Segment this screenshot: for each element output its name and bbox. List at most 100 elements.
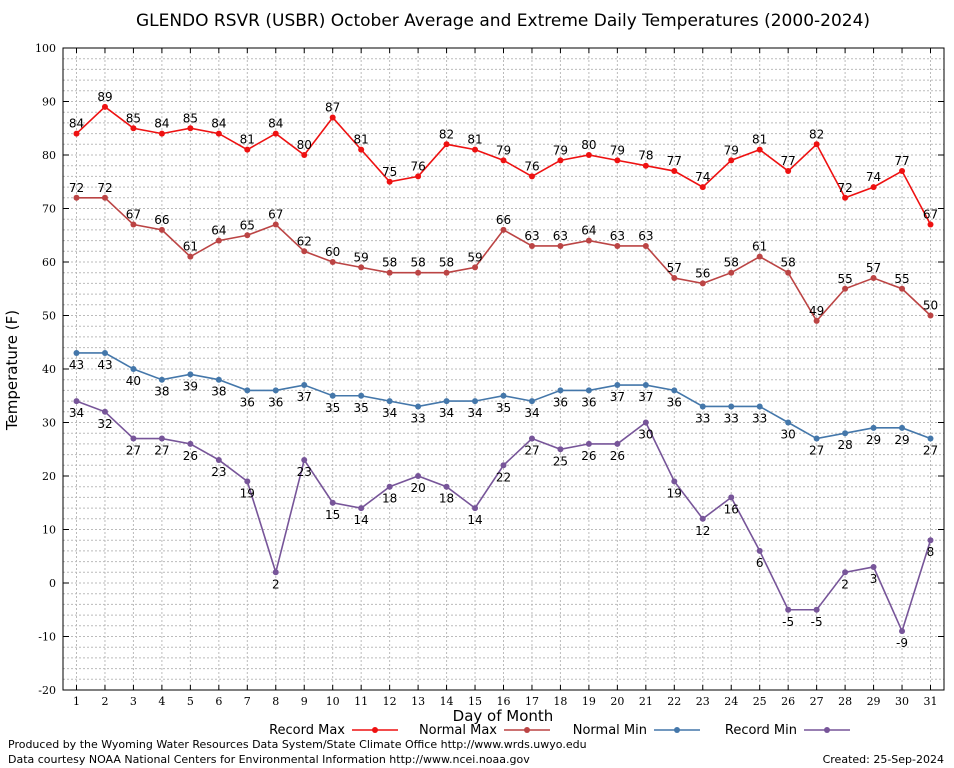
normal-max-point (101, 194, 108, 201)
normal-max-point (842, 285, 849, 292)
record-min-data-label: 3 (870, 572, 878, 586)
normal-max-data-label: 62 (297, 234, 312, 248)
normal-min-data-label: 40 (126, 374, 141, 388)
normal-max-data-label: 57 (866, 261, 881, 275)
normal-max-point (215, 237, 222, 244)
x-tick-label: 11 (354, 695, 368, 708)
normal-min-point (785, 419, 792, 426)
record-max-data-label: 84 (154, 117, 169, 131)
normal-min-data-label: 27 (809, 444, 824, 458)
record-max-data-label: 81 (354, 133, 369, 147)
normal-max-point (415, 269, 422, 276)
x-tick-label: 14 (440, 695, 454, 708)
record-max-point (415, 173, 422, 180)
x-tick-label: 7 (244, 695, 251, 708)
normal-min-point (130, 366, 137, 372)
record-min-point (215, 456, 222, 463)
normal-min-point (158, 376, 165, 383)
record-min-data-label: 27 (126, 444, 141, 458)
normal-min-data-label: 35 (496, 401, 511, 415)
x-tick-label: 22 (667, 695, 681, 708)
record-max-point (699, 184, 706, 191)
series-lines (73, 103, 934, 635)
record-min-data-label: 22 (496, 470, 511, 484)
record-max-data-label: 76 (410, 159, 425, 173)
record-max-data-label: 89 (97, 90, 112, 104)
normal-min-data-label: 37 (638, 390, 653, 404)
normal-min-point (187, 371, 194, 378)
record-min-data-label: 14 (467, 513, 482, 527)
normal-max-data-label: 61 (183, 240, 198, 254)
normal-max-data-label: 72 (69, 181, 84, 195)
record-min-data-label: 2 (841, 577, 849, 591)
normal-max-point (358, 264, 365, 271)
x-tick-label: 18 (553, 695, 567, 708)
normal-min-point (500, 392, 507, 399)
record-max-data-label: 75 (382, 165, 397, 179)
y-tick-label: -10 (38, 631, 56, 644)
record-min-data-label: -5 (811, 615, 823, 629)
record-min-point (528, 435, 535, 442)
x-tick-label: 4 (158, 695, 165, 708)
record-min-point (386, 483, 393, 490)
normal-max-point (500, 226, 507, 233)
record-min-data-label: 34 (69, 406, 84, 420)
normal-max-data-label: 63 (638, 229, 653, 243)
x-tick-label: 21 (639, 695, 653, 708)
x-tick-label: 3 (130, 695, 137, 708)
record-max-point (785, 168, 792, 175)
normal-min-data-label: 43 (97, 358, 112, 372)
x-tick-label: 19 (582, 695, 596, 708)
record-max-point (101, 103, 108, 110)
normal-max-data-label: 55 (837, 272, 852, 286)
normal-min-data-label: 33 (724, 411, 739, 425)
record-min-data-label: 18 (382, 492, 397, 506)
record-max-data-label: 80 (297, 138, 312, 152)
normal-max-data-label: 59 (467, 250, 482, 264)
normal-min-point (472, 398, 479, 405)
record-min-data-label: 26 (183, 449, 198, 463)
record-max-point (585, 152, 592, 158)
normal-min-point (642, 382, 649, 389)
record-max-data-label: 84 (69, 117, 84, 131)
normal-min-point (301, 382, 308, 389)
normal-max-point (813, 317, 820, 324)
record-max-data-label: 77 (667, 154, 682, 168)
record-min-legend-label: Record Min (725, 723, 797, 738)
record-max-data-label: 87 (325, 101, 340, 115)
record-max-point (272, 130, 279, 137)
normal-min-legend-marker (674, 727, 680, 733)
record-min-data-label: 12 (695, 524, 710, 538)
normal-max-point (272, 221, 279, 228)
record-max-data-label: 84 (211, 117, 226, 131)
record-max-point (870, 184, 877, 191)
normal-min-point (756, 403, 763, 410)
record-max-point (386, 178, 393, 185)
normal-min-data-label: 34 (439, 406, 454, 420)
normal-max-data-label: 67 (126, 208, 141, 222)
record-max-point (614, 157, 621, 164)
record-max-point (187, 125, 194, 132)
record-max-point (557, 157, 564, 164)
record-min-data-label: 27 (154, 444, 169, 458)
record-max-data-label: 80 (581, 138, 596, 152)
normal-max-data-label: 67 (268, 208, 283, 222)
normal-max-point (158, 226, 165, 233)
normal-max-point (870, 275, 877, 282)
record-max-point (215, 130, 222, 137)
normal-max-point (73, 194, 80, 201)
record-min-point (585, 440, 592, 447)
record-min-point (927, 537, 934, 544)
normal-min-data-label: 33 (410, 411, 425, 425)
normal-max-point (899, 285, 906, 292)
normal-max-data-label: 56 (695, 266, 710, 280)
normal-min-point (358, 392, 365, 399)
normal-max-point (329, 259, 336, 265)
normal-min-data-label: 34 (467, 406, 482, 420)
record-min-data-label: 23 (297, 465, 312, 479)
record-min-data-label: 2 (272, 577, 280, 591)
normal-max-point (386, 269, 393, 276)
